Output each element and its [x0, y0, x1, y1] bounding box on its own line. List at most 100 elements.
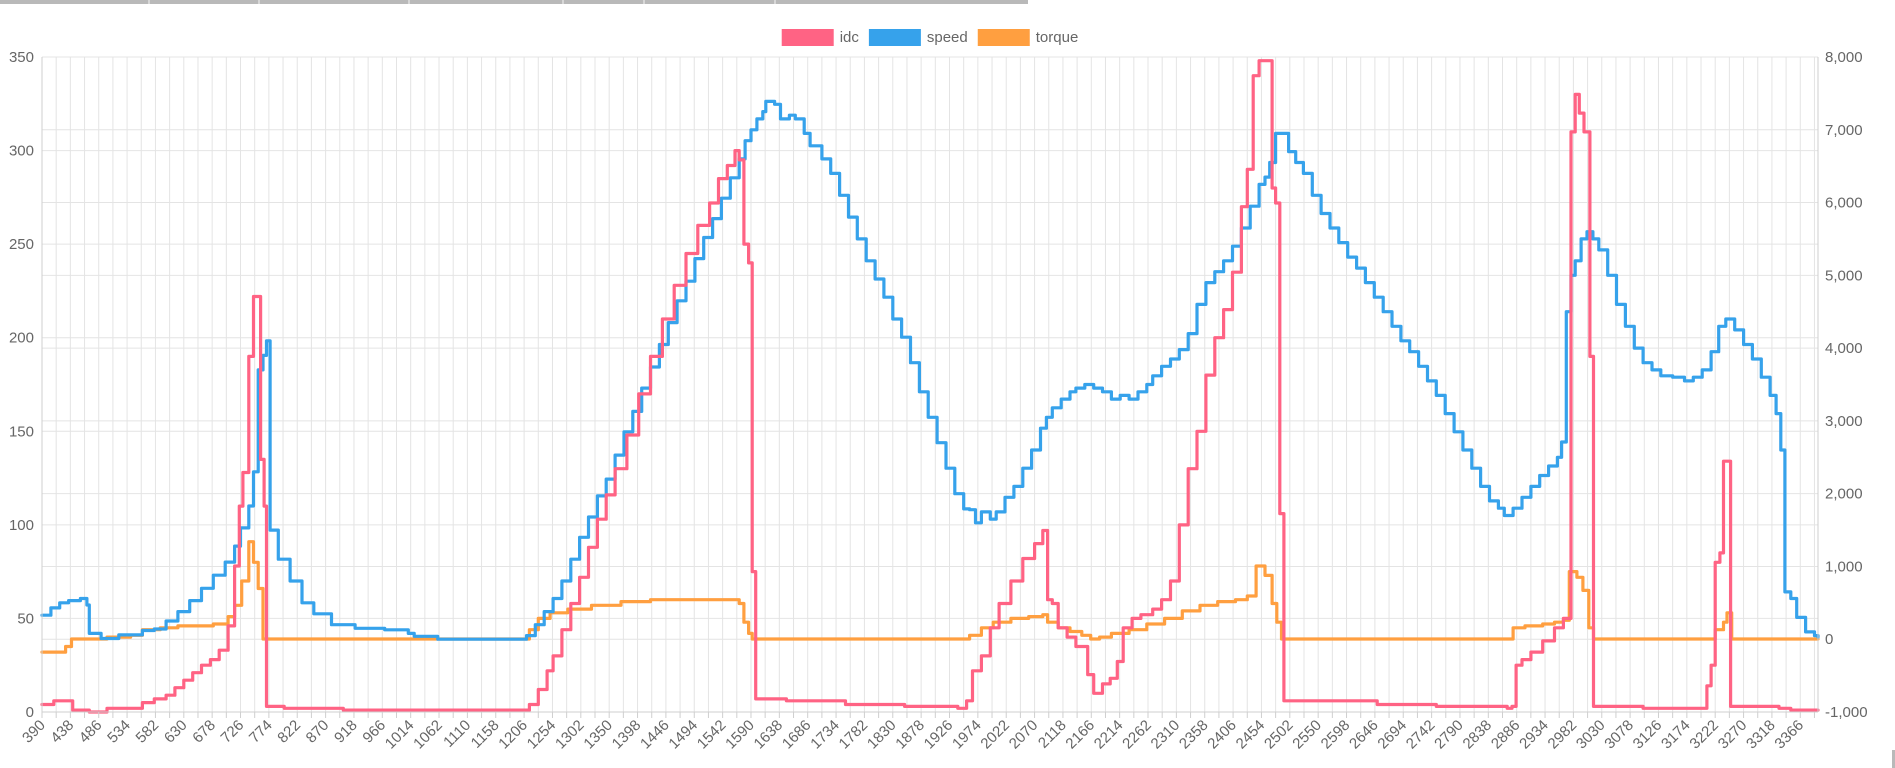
- x-tick-label: 822: [274, 717, 304, 747]
- x-tick-label: 2934: [1516, 717, 1552, 753]
- x-tick-label: 3270: [1715, 717, 1751, 753]
- x-tick-label: 1110: [440, 717, 474, 751]
- x-tick-label: 1974: [949, 717, 985, 753]
- x-tick-label: 3366: [1771, 717, 1807, 753]
- x-tick-label: 774: [246, 717, 276, 747]
- top-scrollbar-divider: [774, 0, 776, 4]
- x-tick-label: 1350: [580, 717, 616, 753]
- x-tick-label: 2838: [1460, 717, 1496, 753]
- grid-lines: [41, 56, 1818, 713]
- x-tick-label: 2454: [1233, 717, 1269, 753]
- x-tick-label: 2502: [1261, 717, 1297, 753]
- x-tick-label: 2982: [1545, 717, 1581, 753]
- x-tick-label: 1926: [921, 717, 957, 753]
- y-left-tick-label: 200: [9, 330, 34, 347]
- legend-label-idc[interactable]: idc: [840, 29, 860, 46]
- legend-item-torque[interactable]: torque: [977, 29, 1079, 46]
- y-right-tick-label: 2,000: [1825, 486, 1863, 503]
- x-tick-label: 582: [133, 717, 163, 747]
- top-scrollbar-divider: [562, 0, 564, 4]
- y-left-tick-label: 100: [9, 517, 34, 534]
- legend-swatch-speed[interactable]: [868, 29, 921, 46]
- legend[interactable]: idc speed torque: [781, 29, 1079, 46]
- y-right-tick-label: 3,000: [1825, 413, 1863, 430]
- y-left-tick-label: 350: [9, 49, 34, 66]
- x-tick-label: 3078: [1601, 717, 1637, 753]
- x-tick-label: 2406: [1204, 717, 1240, 753]
- x-tick-label: 1686: [779, 717, 815, 753]
- x-tick-label: 2262: [1119, 717, 1155, 753]
- series-line-idc: [40, 59, 1820, 714]
- x-tick-label: 678: [189, 717, 219, 747]
- x-tick-label: 2358: [1176, 717, 1212, 753]
- x-tick-label: 918: [331, 717, 361, 747]
- x-tick-label: 2550: [1289, 717, 1325, 753]
- y-right-tick-label: 5,000: [1825, 267, 1863, 284]
- x-tick-label: 2214: [1091, 717, 1127, 753]
- x-tick-label: 1302: [552, 717, 588, 753]
- legend-item-idc[interactable]: idc: [781, 29, 860, 46]
- top-scrollbar-divider: [148, 0, 150, 4]
- x-tick-label: 2598: [1318, 717, 1354, 753]
- x-tick-label: 3030: [1573, 717, 1609, 753]
- x-tick-label: 1398: [609, 717, 645, 753]
- x-tick-label: 870: [303, 717, 333, 747]
- series-lines: [40, 59, 1820, 714]
- y-right-tick-label: 6,000: [1825, 195, 1863, 212]
- y-right-tick-label: 0: [1825, 631, 1833, 648]
- top-scrollbar[interactable]: [0, 0, 1028, 4]
- top-scrollbar-divider: [258, 0, 260, 4]
- x-tick-label: 1830: [864, 717, 900, 753]
- y-left-tick-label: 250: [9, 236, 34, 253]
- x-tick-label: 390: [19, 717, 49, 747]
- x-tick-label: 1014: [382, 717, 418, 753]
- x-tick-label: 486: [76, 717, 106, 747]
- series-line-speed: [40, 99, 1820, 641]
- legend-label-torque[interactable]: torque: [1036, 29, 1079, 46]
- x-tick-label: 1782: [836, 717, 872, 753]
- x-tick-label: 2022: [977, 717, 1013, 753]
- y-right-tick-label: 4,000: [1825, 340, 1863, 357]
- x-tick-label: 2742: [1403, 717, 1439, 753]
- x-tick-label: 1590: [722, 717, 758, 753]
- x-tick-label: 2646: [1346, 717, 1382, 753]
- x-tick-label: 2070: [1006, 717, 1042, 753]
- legend-label-speed[interactable]: speed: [927, 29, 968, 46]
- legend-swatch-idc[interactable]: [781, 29, 834, 46]
- x-tick-label: 2118: [1035, 717, 1070, 752]
- x-tick-label: 1638: [751, 717, 787, 753]
- y-right-tick-label: -1,000: [1825, 704, 1868, 721]
- x-tick-label: 3222: [1686, 717, 1722, 753]
- x-tick-label: 534: [104, 717, 134, 747]
- x-tick-label: 1062: [410, 717, 446, 753]
- x-tick-label: 1158: [468, 717, 503, 752]
- legend-item-speed[interactable]: speed: [868, 29, 968, 46]
- top-scrollbar-divider: [408, 0, 410, 4]
- x-tick-label: 2790: [1431, 717, 1467, 753]
- x-tick-label: 2310: [1148, 717, 1184, 753]
- y-right-tick-label: 1,000: [1825, 558, 1863, 575]
- x-tick-label: 1494: [665, 717, 701, 753]
- y-left-tick-label: 300: [9, 143, 34, 160]
- x-tick-label: 630: [161, 717, 191, 747]
- window-resize-handle[interactable]: [1892, 750, 1895, 768]
- top-scrollbar-divider: [643, 0, 645, 4]
- x-tick-label: 726: [218, 717, 248, 747]
- y-left-tick-label: 150: [9, 423, 34, 440]
- x-tick-label: 1254: [524, 717, 560, 753]
- x-tick-label: 2166: [1063, 717, 1099, 753]
- y-right-tick-label: 8,000: [1825, 49, 1863, 66]
- x-tick-label: 2694: [1374, 717, 1410, 753]
- y-left-tick-label: 50: [17, 610, 34, 627]
- legend-swatch-torque[interactable]: [977, 29, 1030, 46]
- y-left-tick-label: 0: [26, 704, 34, 721]
- series-line-torque: [40, 540, 1820, 654]
- x-tick-label: 438: [47, 717, 77, 747]
- x-tick-label: 3318: [1743, 717, 1779, 753]
- x-tick-label: 1878: [892, 717, 928, 753]
- x-tick-label: 2886: [1488, 717, 1524, 753]
- x-tick-label: 1542: [694, 717, 730, 753]
- x-tick-label: 1206: [495, 717, 531, 753]
- x-tick-label: 3126: [1630, 717, 1666, 753]
